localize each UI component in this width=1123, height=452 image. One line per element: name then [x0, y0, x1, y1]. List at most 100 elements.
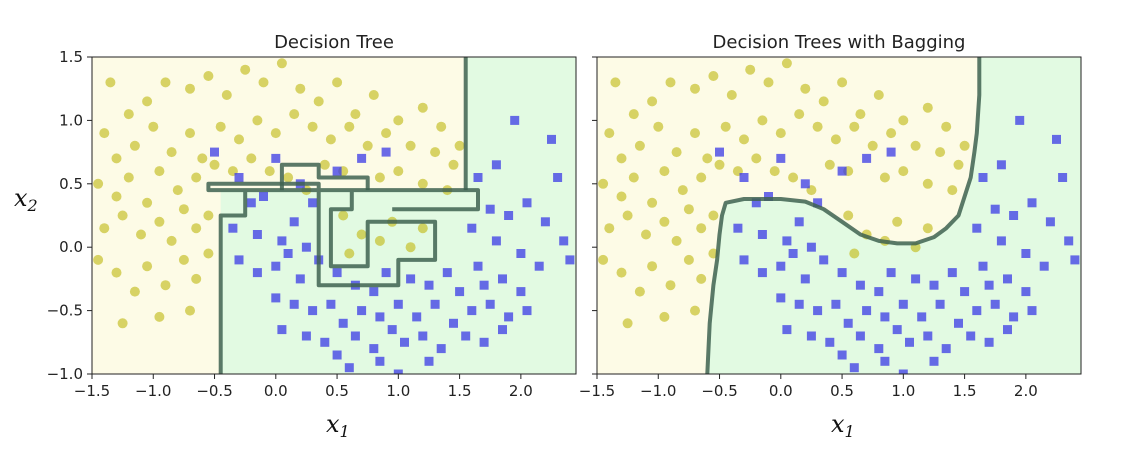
chart-title: Decision Trees with Bagging [713, 32, 966, 53]
class-1-point [831, 299, 841, 309]
class-1-point [880, 312, 890, 322]
class-0-point [215, 121, 226, 132]
class-0-point [123, 172, 134, 183]
class-1-point [1027, 306, 1037, 316]
plot-frame [596, 56, 1082, 375]
class-0-point [234, 134, 244, 145]
class-0-point [849, 248, 860, 259]
class-1-point [806, 242, 816, 252]
class-1-point [485, 204, 495, 214]
class-1-point [757, 230, 767, 239]
class-0-point [129, 286, 140, 297]
class-1-point [406, 274, 416, 284]
class-1-point [935, 299, 945, 309]
class-1-point [733, 223, 743, 233]
class-0-point [148, 121, 159, 132]
class-0-point [332, 77, 343, 88]
class-1-point [350, 331, 360, 341]
class-0-point [350, 109, 361, 120]
class-0-point [855, 109, 866, 120]
y-tick-label: 1.5 [59, 48, 83, 66]
class-0-point [111, 153, 122, 164]
class-1-point [357, 306, 367, 316]
class-1-point [886, 268, 896, 278]
class-1-point [776, 293, 786, 303]
class-1-point [308, 306, 318, 316]
class-0-point [843, 210, 854, 221]
class-0-point [659, 311, 670, 322]
x-tick-label: −0.5 [701, 382, 737, 400]
class-1-point [1009, 312, 1019, 322]
class-1-point [565, 255, 575, 265]
class-0-point [319, 159, 330, 170]
class-0-point [448, 159, 459, 170]
class-1-point [485, 299, 495, 309]
class-0-point [270, 128, 281, 139]
class-0-point [142, 96, 153, 107]
class-1-point [301, 331, 311, 341]
class-0-point [886, 128, 897, 139]
class-0-point [628, 172, 639, 183]
x-axis-label: x1 [831, 410, 855, 441]
class-0-point [197, 153, 208, 164]
class-0-point [252, 115, 263, 126]
class-1-point [547, 134, 556, 144]
boundary-line [705, 57, 982, 374]
class-1-point [837, 350, 847, 360]
class-0-point [622, 318, 633, 329]
class-1-point [338, 318, 348, 328]
class-0-point [947, 185, 958, 196]
class-1-point [522, 198, 532, 208]
class-0-point [393, 166, 404, 177]
class-1-region [707, 57, 1081, 374]
panel-decision-tree: Decision Tree −1.5 −1.0 −0.5 0.0 0.5 1.0 1.5 2.… [14, 32, 577, 441]
class-0-point [659, 216, 670, 227]
class-1-point [1009, 211, 1019, 220]
class-1-point [757, 268, 767, 278]
class-0-point [647, 96, 658, 107]
class-1-point [289, 217, 299, 227]
class-1-point [972, 306, 982, 316]
class-1-point [277, 325, 287, 335]
class-0-point [185, 305, 195, 316]
class-0-point [745, 64, 756, 75]
y-axis-ticks: −1.0 −0.5 0.0 0.5 1.0 1.5 [47, 48, 92, 383]
class-0-point [374, 235, 385, 246]
class-1-points [715, 115, 1080, 374]
class-1-point [479, 280, 489, 290]
class-1-point [516, 249, 526, 258]
class-0-point [922, 223, 933, 234]
class-1-point [332, 350, 342, 360]
class-0-point [166, 147, 177, 158]
class-1-point [941, 344, 951, 354]
class-0-point [276, 58, 287, 69]
class-1-point [806, 331, 816, 341]
class-1-point [898, 299, 908, 309]
x-tick-label: −1.0 [640, 382, 676, 400]
class-0-point [702, 153, 713, 164]
x-tick-label: 0.5 [325, 382, 349, 400]
class-0-point [910, 140, 921, 151]
class-1-point [954, 318, 963, 328]
class-0-point [203, 210, 214, 221]
class-1-point [813, 306, 823, 316]
class-0-point [763, 77, 774, 88]
y-axis-label: x2 [14, 184, 38, 215]
class-1-point [308, 198, 318, 208]
class-1-point [455, 287, 465, 297]
class-1-point [929, 280, 939, 290]
class-1-point [332, 166, 342, 176]
class-0-point [616, 267, 627, 278]
class-1-point [990, 299, 1000, 309]
class-0-point [659, 166, 670, 177]
class-1-point [905, 337, 914, 347]
class-1-point [369, 344, 379, 354]
class-1-point [418, 331, 428, 341]
class-0-point [154, 216, 165, 227]
class-0-point [935, 147, 946, 158]
class-0-point [690, 83, 700, 94]
class-1-point [984, 280, 994, 290]
class-0-point [818, 96, 829, 107]
class-1-point [283, 249, 293, 258]
class-0-point [93, 178, 104, 189]
